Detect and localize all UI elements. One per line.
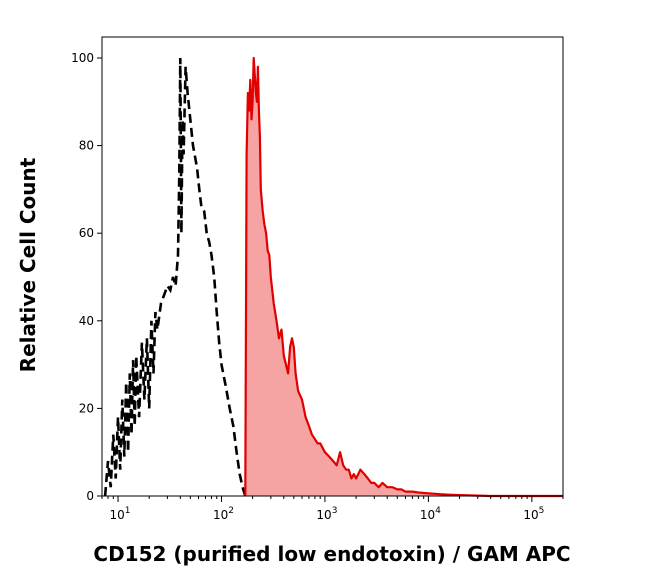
y-tick-label: 80 (79, 139, 94, 153)
x-tick-label: 101 (110, 506, 131, 522)
y-tick-label: 0 (86, 489, 94, 503)
series-line-1 (244, 56, 563, 498)
axes-layer: 0 20 40 60 80 100 101 102 103 104 105 (71, 36, 564, 522)
y-tick-label: 20 (79, 401, 94, 415)
x-tick-label: 103 (316, 506, 337, 522)
series-line-0 (103, 57, 247, 497)
y-tick-label: 40 (79, 314, 94, 328)
plot-layer (103, 56, 564, 498)
x-tick-label: 105 (523, 506, 544, 522)
series-area-1 (245, 58, 564, 496)
plot-frame (101, 36, 564, 497)
y-tick-label: 60 (79, 226, 94, 240)
x-tick-label: 104 (420, 506, 441, 522)
x-axis-label: CD152 (purified low endotoxin) / GAM APC (93, 542, 570, 566)
y-tick-label: 100 (71, 51, 94, 65)
x-tick-label: 102 (213, 506, 234, 522)
y-axis-label: Relative Cell Count (16, 157, 40, 372)
